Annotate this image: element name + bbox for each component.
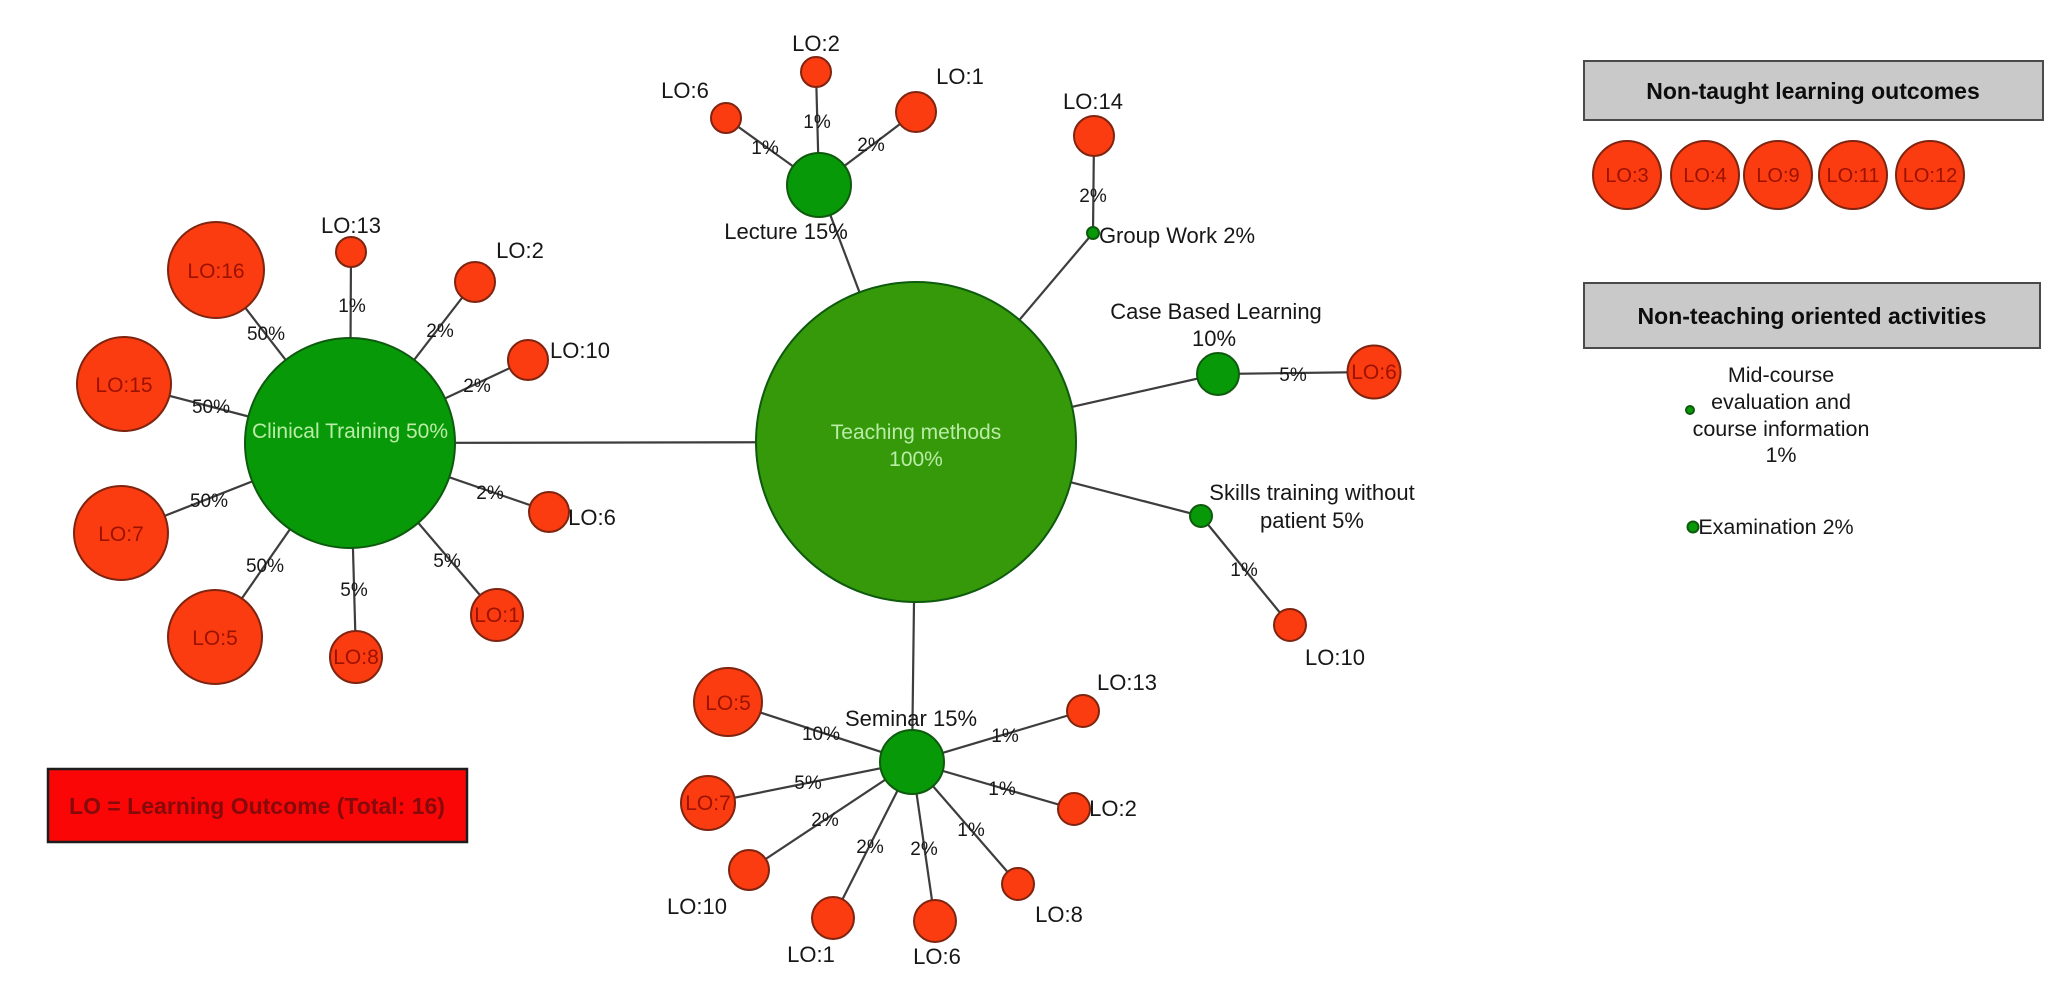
svg-text:Non-teaching oriented activiti: Non-teaching oriented activities — [1638, 303, 1987, 329]
svg-text:Seminar 15%: Seminar 15% — [845, 706, 977, 731]
svg-text:Mid-course: Mid-course — [1728, 363, 1834, 387]
svg-text:2%: 2% — [476, 483, 504, 504]
svg-text:LO:7: LO:7 — [685, 792, 731, 815]
svg-text:5%: 5% — [433, 551, 461, 572]
svg-text:LO:5: LO:5 — [705, 692, 751, 715]
svg-text:LO:9: LO:9 — [1756, 165, 1799, 187]
svg-text:1%: 1% — [957, 820, 985, 841]
svg-text:1%: 1% — [988, 779, 1016, 800]
svg-text:LO:6: LO:6 — [913, 944, 961, 969]
svg-text:Clinical Training 50%: Clinical Training 50% — [252, 420, 448, 443]
svg-text:LO:11: LO:11 — [1827, 165, 1880, 187]
svg-text:Lecture 15%: Lecture 15% — [724, 219, 848, 244]
svg-text:LO:10: LO:10 — [550, 338, 610, 363]
svg-text:1%: 1% — [1765, 443, 1796, 467]
svg-text:2%: 2% — [910, 839, 938, 860]
svg-text:1%: 1% — [991, 726, 1019, 747]
svg-text:1%: 1% — [1230, 560, 1258, 581]
svg-text:LO:8: LO:8 — [333, 646, 379, 669]
svg-text:50%: 50% — [192, 397, 230, 418]
svg-text:LO:1: LO:1 — [787, 942, 835, 967]
svg-text:Teaching methods: Teaching methods — [831, 421, 1001, 444]
svg-text:1%: 1% — [338, 296, 366, 317]
svg-text:2%: 2% — [1079, 186, 1107, 207]
svg-text:Skills training without: Skills training without — [1209, 480, 1414, 505]
svg-text:LO:7: LO:7 — [98, 523, 144, 546]
svg-text:LO:15: LO:15 — [95, 374, 152, 397]
svg-text:2%: 2% — [811, 810, 839, 831]
svg-text:patient 5%: patient 5% — [1260, 508, 1364, 533]
svg-text:LO:2: LO:2 — [496, 238, 544, 263]
svg-text:LO:2: LO:2 — [1089, 796, 1137, 821]
svg-text:LO:6: LO:6 — [661, 78, 709, 103]
svg-text:LO:14: LO:14 — [1063, 89, 1123, 114]
svg-text:1%: 1% — [751, 138, 779, 159]
svg-text:LO:16: LO:16 — [187, 260, 244, 283]
svg-text:LO = Learning Outcome (Total:: LO = Learning Outcome (Total: 16) — [69, 793, 445, 819]
svg-text:evaluation and: evaluation and — [1711, 390, 1851, 414]
svg-text:Non-taught learning outcomes: Non-taught learning outcomes — [1646, 78, 1980, 104]
svg-text:LO:12: LO:12 — [1903, 165, 1957, 187]
svg-text:LO:6: LO:6 — [568, 505, 616, 530]
svg-text:LO:3: LO:3 — [1605, 165, 1648, 187]
svg-text:2%: 2% — [426, 321, 454, 342]
svg-text:LO:13: LO:13 — [1097, 670, 1157, 695]
svg-text:Examination 2%: Examination 2% — [1698, 515, 1853, 539]
svg-text:LO:1: LO:1 — [474, 604, 520, 627]
svg-text:1%: 1% — [803, 112, 831, 133]
svg-text:LO:1: LO:1 — [936, 64, 984, 89]
svg-text:Case Based Learning: Case Based Learning — [1110, 299, 1322, 324]
svg-text:LO:10: LO:10 — [667, 894, 727, 919]
svg-text:10%: 10% — [802, 724, 840, 745]
svg-text:5%: 5% — [1279, 365, 1307, 386]
svg-text:LO:6: LO:6 — [1351, 361, 1397, 384]
svg-text:course information: course information — [1693, 417, 1870, 441]
svg-text:2%: 2% — [856, 837, 884, 858]
svg-text:Group Work 2%: Group Work 2% — [1099, 223, 1255, 248]
svg-text:50%: 50% — [190, 491, 228, 512]
svg-text:2%: 2% — [463, 376, 491, 397]
svg-text:LO:2: LO:2 — [792, 31, 840, 56]
svg-text:5%: 5% — [340, 580, 368, 601]
svg-text:2%: 2% — [857, 135, 885, 156]
svg-text:LO:4: LO:4 — [1683, 165, 1726, 187]
svg-text:50%: 50% — [247, 324, 285, 345]
svg-text:LO:13: LO:13 — [321, 213, 381, 238]
svg-text:LO:8: LO:8 — [1035, 902, 1083, 927]
svg-text:5%: 5% — [794, 773, 822, 794]
svg-text:50%: 50% — [246, 556, 284, 577]
svg-text:10%: 10% — [1192, 326, 1236, 351]
svg-text:100%: 100% — [889, 448, 943, 471]
svg-text:LO:5: LO:5 — [192, 627, 238, 650]
svg-text:LO:10: LO:10 — [1305, 645, 1365, 670]
